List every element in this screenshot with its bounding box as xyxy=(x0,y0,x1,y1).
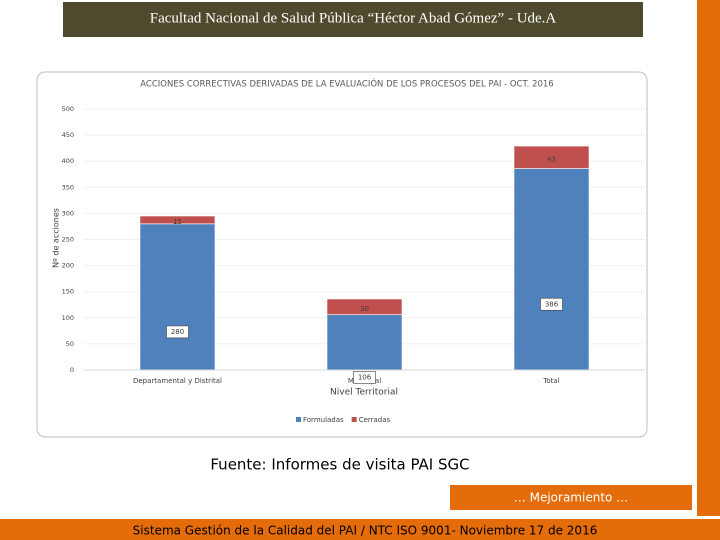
data-label: 43 xyxy=(547,155,556,163)
data-label-box xyxy=(540,297,563,311)
tagline-box xyxy=(450,485,692,510)
bar-segment xyxy=(139,215,216,225)
data-label: 106 xyxy=(358,373,372,381)
bar-segment xyxy=(139,223,216,371)
data-label: 386 xyxy=(545,300,559,308)
bar-segment xyxy=(326,298,403,315)
bar-segment xyxy=(513,145,590,169)
y-tick-label: 250 xyxy=(62,236,74,244)
y-tick-label: 500 xyxy=(62,105,74,113)
legend-label: Formuladas xyxy=(303,416,344,424)
y-axis-label: Nº de acciones xyxy=(52,208,61,268)
y-tick-label: 200 xyxy=(62,262,74,270)
data-label: 280 xyxy=(171,328,184,336)
tagline: … Mejoramiento … xyxy=(514,491,628,505)
chart-title: ACCIONES CORRECTIVAS DERIVADAS DE LA EVA… xyxy=(140,78,553,90)
x-axis-label: Nivel Territorial xyxy=(330,388,398,398)
legend-swatch xyxy=(351,417,357,422)
y-tick-label: 450 xyxy=(62,131,74,139)
x-tick-label: Departamental y Distrital xyxy=(133,377,222,385)
data-label: 30 xyxy=(360,305,369,313)
y-tick-label: 300 xyxy=(62,209,74,217)
legend-swatch xyxy=(296,417,301,422)
x-tick-label: Total xyxy=(542,377,559,385)
y-tick-label: 400 xyxy=(62,157,74,165)
legend-label: Cerradas xyxy=(359,416,391,424)
data-label: 15 xyxy=(173,218,182,226)
y-tick-label: 50 xyxy=(66,340,74,348)
side-strip xyxy=(697,0,720,516)
bar-segment xyxy=(326,314,403,371)
y-tick-label: 100 xyxy=(62,314,74,322)
bar-segment xyxy=(513,168,590,371)
y-tick-label: 0 xyxy=(70,366,74,374)
header-title: Facultad Nacional de Salud Pública “Héct… xyxy=(150,10,557,26)
header-bar xyxy=(63,2,643,37)
y-tick-label: 350 xyxy=(62,183,74,191)
data-label-box xyxy=(353,371,376,384)
footer-bar xyxy=(0,519,720,540)
footer: Sistema Gestión de la Calidad del PAI / … xyxy=(133,524,598,538)
source: Fuente: Informes de visita PAI SGC xyxy=(210,456,469,474)
data-label-box xyxy=(166,325,189,339)
y-tick-label: 150 xyxy=(62,288,74,296)
